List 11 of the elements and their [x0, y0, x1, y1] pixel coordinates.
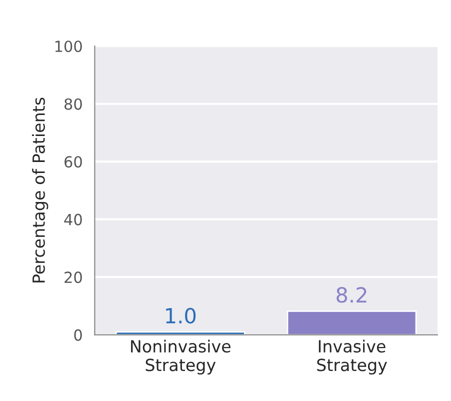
data-label: 8.2: [336, 287, 366, 303]
x-tick-label: Invasive Strategy: [317, 340, 387, 374]
y-tick-label: 0: [74, 329, 82, 341]
x-tick-label: Noninvasive Strategy: [131, 340, 230, 374]
data-label: 1.0: [166, 308, 196, 324]
y-tick-label: 20: [64, 272, 82, 284]
y-tick-label: 100: [55, 40, 82, 52]
y-tick-label: 60: [64, 156, 82, 168]
y-tick-label: 80: [64, 98, 82, 110]
y-axis-title: Percentage of Patients: [32, 98, 48, 282]
y-tick-label: 40: [64, 214, 82, 226]
